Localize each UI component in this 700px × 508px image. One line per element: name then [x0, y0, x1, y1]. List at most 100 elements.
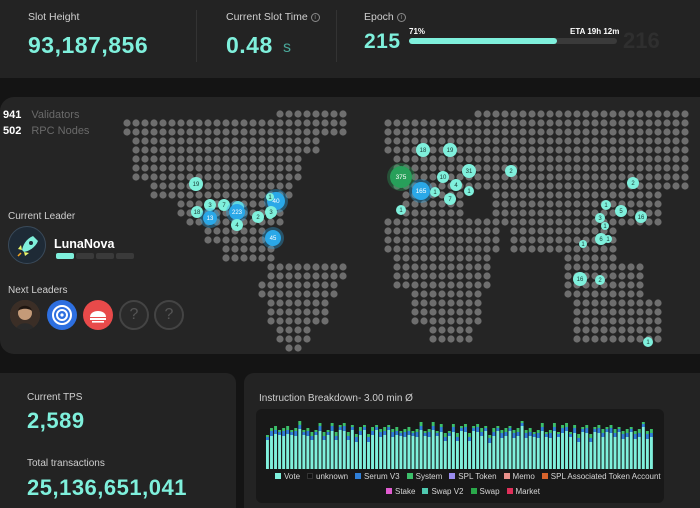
- next-leader-avatar[interactable]: [10, 300, 40, 330]
- cluster-marker[interactable]: [579, 240, 587, 248]
- instruction-bar-segment: [536, 438, 540, 469]
- validator-cluster[interactable]: 1: [601, 200, 611, 210]
- map-land-dot: [519, 110, 527, 118]
- validator-cluster[interactable]: 31: [462, 164, 476, 178]
- validator-cluster[interactable]: 1: [579, 240, 587, 248]
- map-land-dot: [501, 128, 509, 136]
- cluster-marker[interactable]: [464, 186, 474, 196]
- validator-cluster[interactable]: 1: [396, 205, 406, 215]
- cluster-marker[interactable]: [595, 213, 605, 223]
- validator-cluster[interactable]: 2: [595, 275, 605, 285]
- validator-cluster[interactable]: 13: [200, 208, 220, 228]
- transactions-value: 25,136,651,041: [27, 475, 187, 500]
- cluster-marker[interactable]: [595, 275, 605, 285]
- cluster-marker[interactable]: [450, 179, 462, 191]
- validator-cluster[interactable]: 2: [505, 165, 517, 177]
- validator-cluster[interactable]: 3: [204, 199, 216, 211]
- validator-cluster[interactable]: 1: [430, 187, 440, 197]
- validator-cluster[interactable]: 16: [573, 272, 587, 286]
- cluster-marker[interactable]: [604, 235, 612, 243]
- leader-name[interactable]: LunaNova: [54, 237, 115, 251]
- cluster-marker[interactable]: [204, 199, 216, 211]
- cluster-marker[interactable]: [573, 272, 587, 286]
- cluster-marker[interactable]: [396, 205, 406, 215]
- cluster-marker[interactable]: [231, 219, 243, 231]
- cluster-marker[interactable]: [601, 222, 609, 230]
- cluster-marker[interactable]: [266, 193, 274, 201]
- cluster-marker[interactable]: [595, 233, 607, 245]
- legend-item[interactable]: Memo: [503, 472, 535, 481]
- legend-item[interactable]: System: [406, 472, 442, 481]
- cluster-marker[interactable]: [635, 211, 647, 223]
- cluster-marker[interactable]: [218, 199, 230, 211]
- validator-cluster[interactable]: 19: [443, 143, 457, 157]
- validator-cluster[interactable]: 165: [409, 179, 433, 203]
- cluster-marker[interactable]: [229, 204, 245, 220]
- validator-cluster[interactable]: 45: [262, 227, 284, 249]
- cluster-marker[interactable]: [416, 143, 430, 157]
- legend-item[interactable]: SPL Associated Token Account: [541, 472, 661, 481]
- validator-cluster[interactable]: 5: [615, 205, 627, 217]
- cluster-marker[interactable]: [601, 200, 611, 210]
- map-land-dot: [627, 191, 635, 199]
- map-land-dot: [249, 200, 257, 208]
- info-icon[interactable]: i: [396, 13, 406, 22]
- cluster-marker[interactable]: [265, 206, 277, 218]
- validator-cluster[interactable]: 1: [464, 186, 474, 196]
- legend-item[interactable]: Swap V2: [422, 487, 464, 496]
- legend-item[interactable]: unknown: [307, 472, 348, 481]
- cluster-marker[interactable]: [505, 165, 517, 177]
- validator-cluster[interactable]: 7: [218, 199, 230, 211]
- cluster-marker[interactable]: [191, 206, 203, 218]
- legend-item[interactable]: Market: [506, 487, 540, 496]
- validator-cluster[interactable]: 18: [416, 143, 430, 157]
- cluster-marker[interactable]: [189, 177, 203, 191]
- validator-cluster[interactable]: 4: [450, 179, 462, 191]
- validator-cluster[interactable]: 2: [252, 211, 264, 223]
- map-land-dot: [411, 254, 419, 262]
- validator-cluster[interactable]: 2: [627, 177, 639, 189]
- cluster-marker[interactable]: [265, 230, 281, 246]
- validator-cluster[interactable]: 3: [265, 206, 277, 218]
- validator-cluster[interactable]: 16: [635, 211, 647, 223]
- cluster-marker[interactable]: [615, 205, 627, 217]
- validator-cluster[interactable]: 18: [191, 206, 203, 218]
- legend-item[interactable]: Serum V3: [355, 472, 400, 481]
- instruction-bar-segment: [379, 432, 383, 437]
- leader-avatar[interactable]: [8, 226, 46, 264]
- legend-item[interactable]: Stake: [386, 487, 415, 496]
- cluster-marker[interactable]: [412, 182, 430, 200]
- validator-cluster[interactable]: 1: [266, 193, 274, 201]
- cluster-marker[interactable]: [203, 211, 217, 225]
- validator-cluster[interactable]: 223: [226, 201, 248, 223]
- cluster-marker[interactable]: [627, 177, 639, 189]
- cluster-marker[interactable]: [444, 193, 456, 205]
- validator-cluster[interactable]: 19: [189, 177, 203, 191]
- cluster-marker[interactable]: [430, 187, 440, 197]
- cluster-marker[interactable]: [443, 143, 457, 157]
- info-icon[interactable]: i: [310, 13, 320, 22]
- cluster-marker[interactable]: [437, 171, 449, 183]
- validator-cluster[interactable]: 7: [444, 193, 456, 205]
- validator-cluster[interactable]: 3: [595, 213, 605, 223]
- cluster-marker[interactable]: [462, 164, 476, 178]
- instruction-bar-segment: [407, 431, 411, 435]
- validator-cluster[interactable]: 10: [437, 171, 449, 183]
- validator-cluster[interactable]: 1: [601, 222, 609, 230]
- validator-cluster[interactable]: 1: [604, 235, 612, 243]
- cluster-marker[interactable]: [643, 337, 653, 347]
- instruction-bar-segment: [472, 428, 476, 431]
- legend-item[interactable]: Swap: [470, 487, 500, 496]
- cluster-marker[interactable]: [252, 211, 264, 223]
- validator-cluster[interactable]: 1: [643, 337, 653, 347]
- cluster-marker[interactable]: [390, 166, 412, 188]
- legend-item[interactable]: SPL Token: [449, 472, 497, 481]
- validator-cluster[interactable]: 6: [595, 233, 607, 245]
- next-leader-avatar[interactable]: [83, 300, 113, 330]
- map-land-dot: [438, 290, 446, 298]
- legend-item[interactable]: Vote: [275, 472, 300, 481]
- validator-cluster[interactable]: 4: [231, 219, 243, 231]
- instruction-bar-segment: [427, 429, 431, 432]
- validator-cluster[interactable]: 375: [387, 163, 415, 191]
- next-leader-avatar[interactable]: [47, 300, 77, 330]
